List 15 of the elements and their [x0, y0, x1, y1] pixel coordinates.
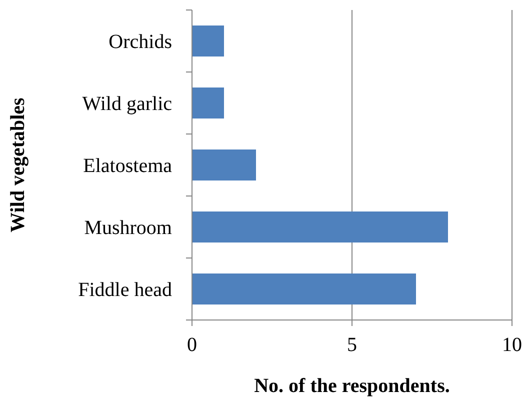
x-tick-label: 0: [187, 334, 197, 356]
y-tick-label: Mushroom: [84, 217, 172, 239]
y-tick-label: Elatostema: [83, 155, 172, 177]
x-tick-label: 5: [347, 334, 357, 356]
y-axis-title: Wild vegetables: [7, 97, 29, 232]
bar: [192, 26, 224, 56]
bar: [192, 150, 256, 180]
bar: [192, 88, 224, 118]
y-tick-label: Wild garlic: [82, 93, 172, 115]
y-tick-label: Fiddle head: [78, 279, 172, 301]
x-tick-label: 10: [502, 334, 522, 356]
y-tick-label: Orchids: [108, 31, 172, 53]
x-axis-title: No. of the respondents.: [254, 375, 450, 397]
bar: [192, 212, 448, 242]
bar: [192, 274, 416, 304]
